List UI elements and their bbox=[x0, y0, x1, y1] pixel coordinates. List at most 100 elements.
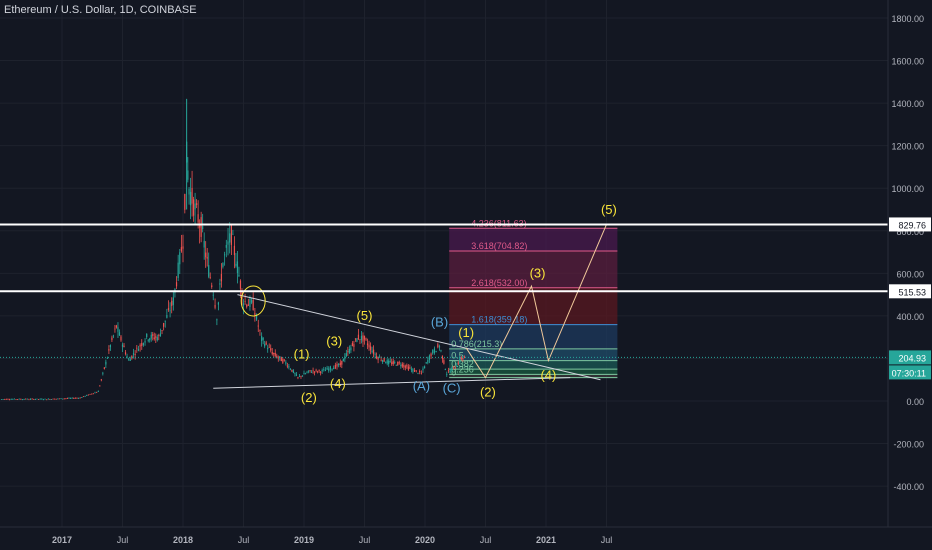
candle-body bbox=[227, 241, 229, 245]
candle-body bbox=[283, 359, 285, 361]
candle-body bbox=[363, 335, 366, 340]
x-tick-label: Jul bbox=[238, 535, 250, 545]
candle-body bbox=[2, 399, 4, 400]
candle-body bbox=[182, 246, 184, 249]
candle-body bbox=[103, 367, 105, 369]
candle-body bbox=[423, 366, 426, 369]
candle-body bbox=[315, 369, 317, 371]
candle-body bbox=[191, 187, 193, 204]
fib-label: 0.382 bbox=[451, 359, 474, 369]
candle-body bbox=[250, 300, 253, 303]
candle-body bbox=[62, 398, 64, 400]
candle-body bbox=[356, 338, 358, 342]
candle-body bbox=[17, 399, 19, 401]
candle-body bbox=[81, 397, 83, 399]
candle-body bbox=[280, 357, 282, 362]
candle-body bbox=[360, 335, 363, 340]
candle-body bbox=[456, 366, 458, 367]
candle-body bbox=[357, 334, 360, 340]
candle-body bbox=[304, 373, 307, 375]
candle-body bbox=[435, 350, 437, 353]
candle-body bbox=[372, 349, 375, 354]
candle-body bbox=[274, 352, 276, 356]
candle-body bbox=[214, 305, 216, 308]
x-tick-label: 2018 bbox=[173, 535, 193, 545]
candle-body bbox=[92, 393, 94, 395]
candle-body bbox=[368, 344, 370, 348]
candle-body bbox=[166, 315, 168, 318]
candle-body bbox=[401, 363, 403, 367]
candle-body bbox=[417, 373, 419, 374]
wave-label: (1) bbox=[294, 346, 310, 361]
candle-body bbox=[156, 337, 158, 341]
trendline bbox=[237, 294, 601, 381]
candle-body bbox=[189, 191, 192, 206]
candle-body bbox=[288, 366, 290, 368]
candle-body bbox=[192, 199, 195, 216]
wave-label: (4) bbox=[540, 368, 556, 383]
candle-body bbox=[99, 385, 101, 387]
candle-body bbox=[433, 348, 436, 353]
y-tick-label: 600.00 bbox=[896, 269, 924, 279]
candle-body bbox=[342, 358, 344, 362]
candle-body bbox=[74, 397, 76, 399]
candle-body bbox=[412, 369, 414, 372]
candle-body bbox=[217, 302, 219, 305]
candle-body bbox=[427, 360, 429, 363]
candle-body bbox=[66, 398, 69, 400]
candle-body bbox=[132, 353, 135, 355]
candle-body bbox=[146, 333, 148, 337]
candle-body bbox=[25, 398, 27, 400]
candle-body bbox=[105, 361, 107, 365]
candle-body bbox=[33, 399, 35, 400]
y-tick-label: 1000.00 bbox=[891, 184, 924, 194]
y-tick-label: 1200.00 bbox=[891, 142, 924, 152]
candle-body bbox=[179, 252, 181, 265]
candle-body bbox=[28, 399, 30, 401]
y-tick-label: 1400.00 bbox=[891, 99, 924, 109]
candle-body bbox=[205, 252, 207, 258]
candle-body bbox=[91, 393, 93, 395]
candle-body bbox=[152, 334, 154, 336]
candle-body bbox=[4, 399, 6, 400]
candle-body bbox=[69, 398, 72, 399]
candle-body bbox=[199, 224, 201, 228]
wave-label: (5) bbox=[601, 202, 617, 217]
candle-body bbox=[194, 203, 196, 210]
candle-body bbox=[73, 398, 75, 399]
y-tick-label: 0.00 bbox=[906, 397, 924, 407]
candle-body bbox=[259, 330, 261, 331]
x-tick-label: Jul bbox=[601, 535, 613, 545]
candle-body bbox=[359, 339, 361, 341]
candle-body bbox=[333, 367, 335, 370]
candle-body bbox=[267, 348, 269, 350]
candle-body bbox=[409, 367, 411, 369]
candle-body bbox=[222, 262, 224, 267]
wave-label: (A) bbox=[413, 378, 430, 393]
candle-body bbox=[246, 304, 248, 307]
candle-body bbox=[460, 357, 462, 360]
candle-body bbox=[345, 353, 347, 357]
candle-body bbox=[7, 398, 9, 400]
candle-body bbox=[400, 365, 402, 366]
candle-body bbox=[149, 338, 151, 341]
fib-label: 4.236(811.63) bbox=[471, 218, 526, 228]
candle-body bbox=[321, 370, 323, 372]
candle-body bbox=[326, 367, 328, 370]
candle-body bbox=[177, 262, 179, 278]
fib-zone bbox=[449, 369, 618, 375]
last-price-label: 204.93 bbox=[898, 353, 926, 363]
candle-body bbox=[441, 355, 444, 359]
x-tick-label: 2017 bbox=[52, 535, 72, 545]
candle-body bbox=[369, 346, 372, 351]
candle-body bbox=[270, 348, 272, 351]
candle-body bbox=[167, 308, 170, 310]
candle-body bbox=[0, 399, 3, 400]
candle-body bbox=[202, 225, 204, 230]
candle-body bbox=[362, 335, 364, 342]
candle-body bbox=[5, 398, 7, 400]
candle-body bbox=[309, 370, 311, 371]
candle-body bbox=[420, 372, 422, 374]
trendline bbox=[213, 377, 571, 389]
